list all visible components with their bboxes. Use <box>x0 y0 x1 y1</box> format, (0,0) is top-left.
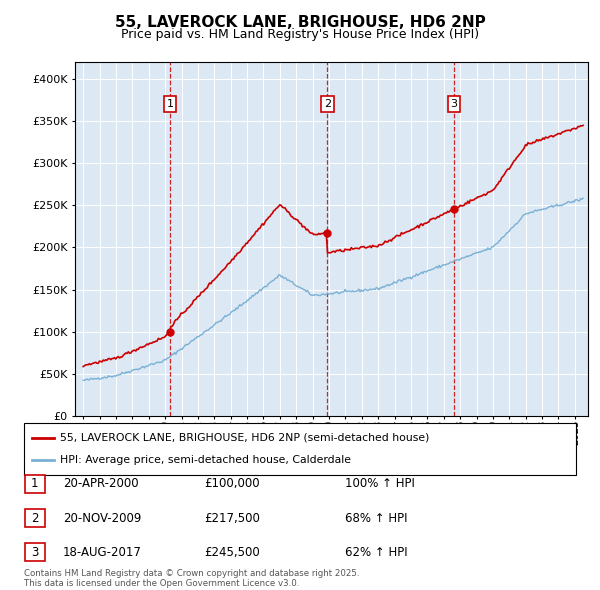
FancyBboxPatch shape <box>24 423 576 475</box>
Text: Price paid vs. HM Land Registry's House Price Index (HPI): Price paid vs. HM Land Registry's House … <box>121 28 479 41</box>
Text: £100,000: £100,000 <box>204 477 260 490</box>
Text: 18-AUG-2017: 18-AUG-2017 <box>63 546 142 559</box>
Text: 1: 1 <box>31 477 38 490</box>
Text: 100% ↑ HPI: 100% ↑ HPI <box>345 477 415 490</box>
Text: £217,500: £217,500 <box>204 512 260 525</box>
Text: 1: 1 <box>167 99 173 109</box>
Text: 62% ↑ HPI: 62% ↑ HPI <box>345 546 407 559</box>
Text: 55, LAVEROCK LANE, BRIGHOUSE, HD6 2NP: 55, LAVEROCK LANE, BRIGHOUSE, HD6 2NP <box>115 15 485 30</box>
FancyBboxPatch shape <box>25 509 45 527</box>
Text: 55, LAVEROCK LANE, BRIGHOUSE, HD6 2NP (semi-detached house): 55, LAVEROCK LANE, BRIGHOUSE, HD6 2NP (s… <box>60 432 429 442</box>
Text: 3: 3 <box>451 99 458 109</box>
Text: Contains HM Land Registry data © Crown copyright and database right 2025.
This d: Contains HM Land Registry data © Crown c… <box>24 569 359 588</box>
Text: 2: 2 <box>323 99 331 109</box>
Text: 68% ↑ HPI: 68% ↑ HPI <box>345 512 407 525</box>
FancyBboxPatch shape <box>25 474 45 493</box>
Text: 20-APR-2000: 20-APR-2000 <box>63 477 139 490</box>
Text: 2: 2 <box>31 512 38 525</box>
Text: HPI: Average price, semi-detached house, Calderdale: HPI: Average price, semi-detached house,… <box>60 455 351 466</box>
FancyBboxPatch shape <box>25 543 45 562</box>
Text: 20-NOV-2009: 20-NOV-2009 <box>63 512 142 525</box>
Text: £245,500: £245,500 <box>204 546 260 559</box>
Text: 3: 3 <box>31 546 38 559</box>
